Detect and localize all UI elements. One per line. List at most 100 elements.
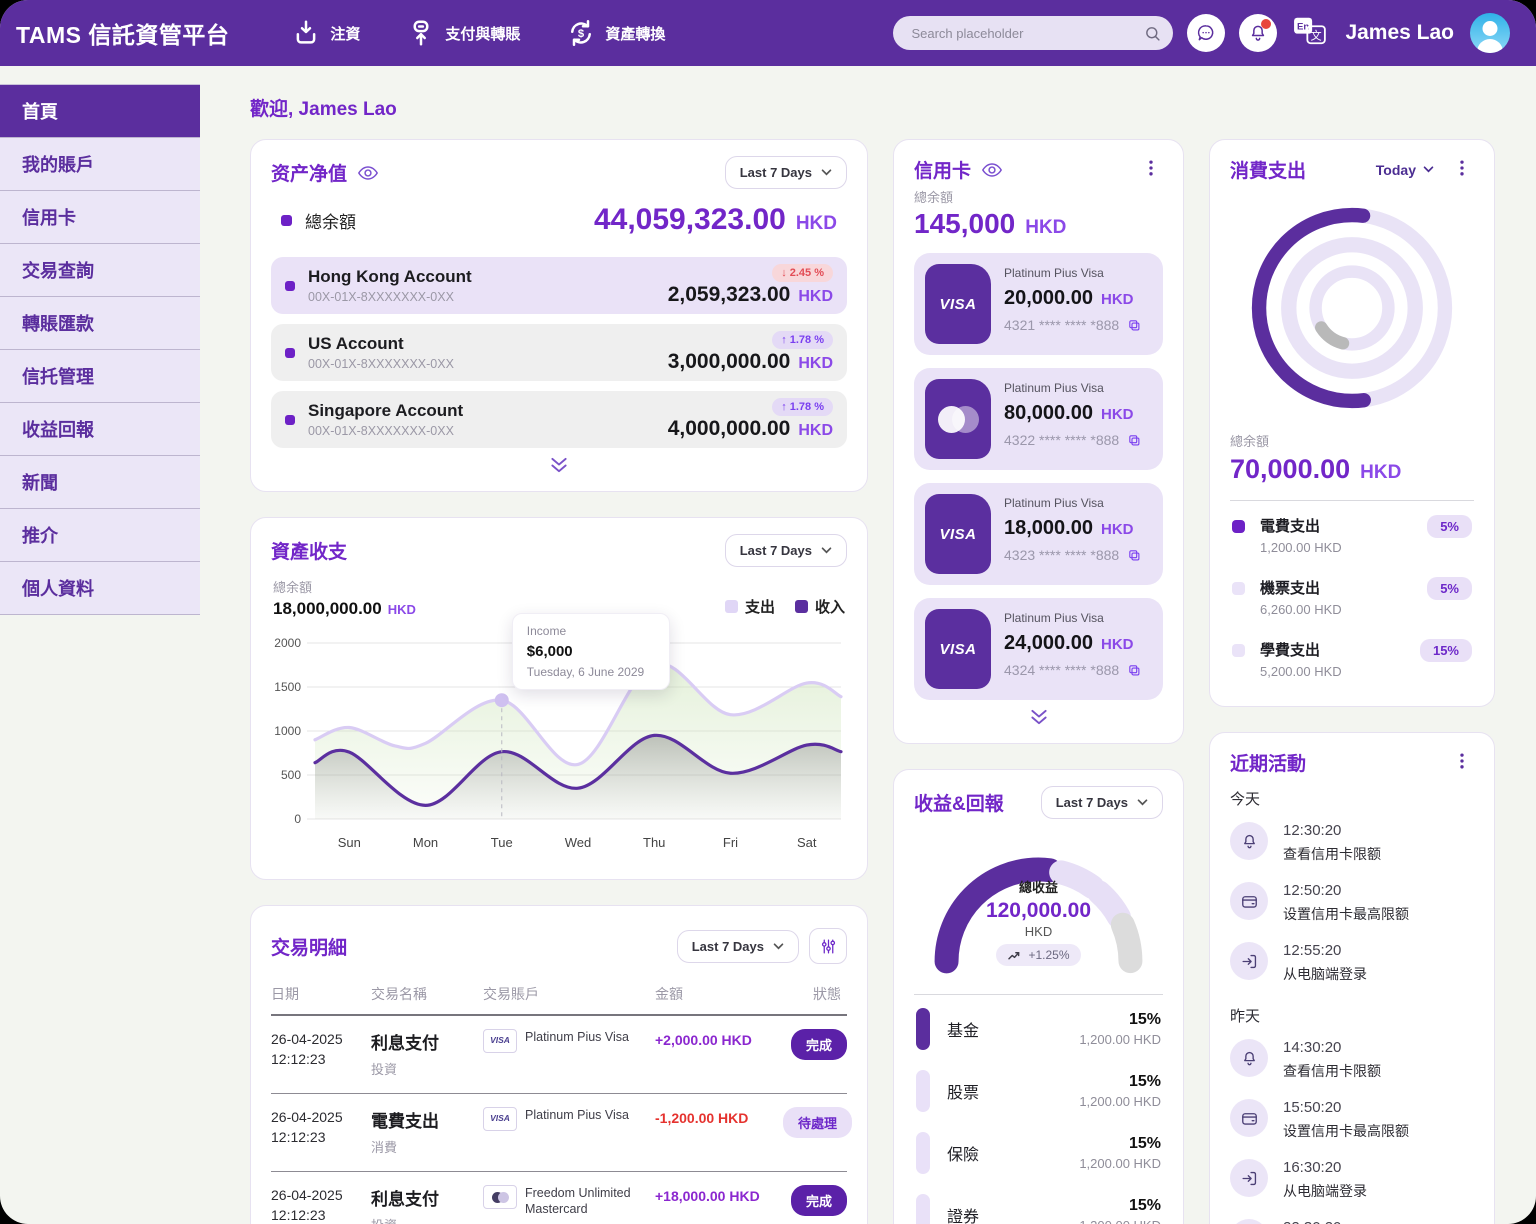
spending-menu-button[interactable] <box>1450 156 1474 183</box>
card-amount: 20,000.00 <box>1004 287 1093 309</box>
copy-icon[interactable] <box>1127 318 1142 333</box>
expand-accounts-button[interactable] <box>271 456 847 475</box>
returns-period-dropdown[interactable]: Last 7 Days <box>1040 786 1163 819</box>
change-badge: 2.45 % <box>772 264 833 282</box>
category-label: 股票 <box>947 1085 980 1102</box>
expand-cards-button[interactable] <box>914 708 1163 727</box>
currency-label: HKD <box>1024 924 1053 939</box>
credit-card-item[interactable]: VISA Platinum Pius Visa 18,000.00 HKD <box>914 483 1163 585</box>
transactions-period-dropdown[interactable]: Last 7 Days <box>676 929 799 963</box>
sidebar-item[interactable]: 信托管理 <box>0 350 200 403</box>
top-nav-item[interactable]: 支付與轉賬 <box>406 18 520 48</box>
search-input[interactable] <box>909 24 1145 42</box>
category-percent: 15% <box>1128 1197 1161 1214</box>
eye-icon[interactable] <box>981 159 1003 181</box>
activity-text: 查看信用卡限额 <box>1283 1063 1381 1079</box>
spending-period-dropdown[interactable]: Today <box>1370 161 1440 179</box>
expense-amount: 5,200.00 HKD <box>1260 664 1342 679</box>
copy-icon[interactable] <box>1127 663 1142 678</box>
credit-card-item[interactable]: VISA Platinum Pius Visa 24,000.00 HKD <box>914 598 1163 700</box>
transactions-card: 交易明細 Last 7 Days <box>250 905 868 1224</box>
activity-item: 22:30:20 从电脑端登录 <box>1230 1210 1474 1224</box>
sidebar-item[interactable]: 轉賬匯款 <box>0 297 200 350</box>
svg-text:En: En <box>1297 21 1309 32</box>
currency-label: HKD <box>798 355 833 372</box>
sidebar: 首頁 我的賬戶 信用卡 交易查詢 轉賬匯款 信托管 <box>0 84 200 615</box>
account-row[interactable]: Hong Kong Account 00X-01X-8XXXXXXX-0XX 2… <box>271 257 847 314</box>
expense-amount: 1,200.00 HKD <box>1260 540 1342 555</box>
returns-list: 基金 15% 1,200.00 HKD 股票 <box>914 998 1163 1224</box>
transaction-account: Platinum Pius Visa <box>525 1030 629 1044</box>
svg-text:Fri: Fri <box>723 835 738 850</box>
top-header: TAMS 信託資管平台 注資 <box>0 0 1536 66</box>
top-nav-item[interactable]: $ 資產轉換 <box>566 18 665 48</box>
net-assets-period-dropdown[interactable]: Last 7 Days <box>724 156 847 189</box>
card-name: Platinum Pius Visa <box>1004 381 1104 395</box>
activity-icon-circle <box>1230 1159 1268 1197</box>
credit-card-item[interactable]: VISA Platinum Pius Visa 20,000.00 HKD <box>914 253 1163 355</box>
table-row[interactable]: 26-04-2025 12:12:23 電費支出 消費 VISA <box>271 1094 853 1172</box>
category-percent: 15% <box>1128 1135 1161 1152</box>
copy-icon[interactable] <box>1127 548 1142 563</box>
category-color-bar <box>916 1194 930 1224</box>
returns-card: 收益&回報 Last 7 Days 總收益 120,000.00 <box>893 769 1184 1224</box>
kebab-icon <box>1149 160 1153 176</box>
sidebar-item[interactable]: 信用卡 <box>0 191 200 244</box>
account-row[interactable]: Singapore Account 00X-01X-8XXXXXXX-0XX 1… <box>271 391 847 448</box>
credit-card-item[interactable]: Platinum Pius Visa 80,000.00 HKD 4322 **… <box>914 368 1163 470</box>
account-number: 00X-01X-8XXXXXXX-0XX <box>308 357 454 371</box>
chevron-down-icon <box>773 942 784 949</box>
spending-total-value: 70,000.00 <box>1230 454 1351 484</box>
activity-card: 近期活動 今天 <box>1209 732 1495 1224</box>
eye-icon[interactable] <box>357 162 379 184</box>
notifications-button[interactable] <box>1239 14 1278 52</box>
sidebar-item-label: 收益回報 <box>22 420 94 440</box>
svg-text:1500: 1500 <box>274 680 301 694</box>
search-box[interactable] <box>893 16 1174 50</box>
account-name: Singapore Account <box>308 401 464 420</box>
sidebar-item[interactable]: 新聞 <box>0 456 200 509</box>
returns-title: 收益&回報 <box>914 794 1004 815</box>
sidebar-item[interactable]: 推介 <box>0 509 200 562</box>
sidebar-item[interactable]: 交易查詢 <box>0 244 200 297</box>
credit-cards-menu-button[interactable] <box>1139 156 1163 183</box>
card-name: Platinum Pius Visa <box>1004 611 1104 625</box>
chat-icon <box>1198 25 1214 41</box>
svg-text:Wed: Wed <box>565 835 592 850</box>
transaction-account: Freedom Unlimited Mastercard <box>525 1186 631 1217</box>
copy-icon[interactable] <box>1127 433 1142 448</box>
sidebar-item-label: 個人資料 <box>22 579 94 599</box>
language-button[interactable]: En 文 <box>1293 16 1327 51</box>
legend-label: 支出 <box>744 599 775 616</box>
sidebar-item-label: 信用卡 <box>22 208 76 228</box>
expense-label: 電費支出 <box>1260 518 1321 535</box>
account-row[interactable]: US Account 00X-01X-8XXXXXXX-0XX 1.78 % 3… <box>271 324 847 381</box>
filter-button[interactable] <box>809 928 847 964</box>
spending-card: 消費支出 Today 總余額 70,000.00 <box>1209 139 1495 707</box>
category-label: 基金 <box>947 1023 980 1040</box>
table-row[interactable]: 26-04-2025 12:12:23 利息支付 投資 VISA <box>271 1016 847 1094</box>
bell-icon <box>1243 1051 1255 1065</box>
kebab-icon <box>1460 160 1464 176</box>
category-color-swatch <box>1232 582 1245 595</box>
card-amount: 18,000.00 <box>1004 517 1093 539</box>
bullet-icon <box>285 280 295 291</box>
avatar[interactable] <box>1470 13 1510 53</box>
activity-icon-circle <box>1230 822 1268 860</box>
sidebar-item[interactable]: 我的賬戶 <box>0 138 200 191</box>
category-amount: 1,200.00 HKD <box>1079 1094 1161 1109</box>
category-color-swatch <box>1232 644 1245 657</box>
total-balance-value: 44,059,323.00 <box>593 203 786 236</box>
card-number: 4323 **** **** *888 <box>1004 547 1120 563</box>
income-expense-period-dropdown[interactable]: Last 7 Days <box>724 534 847 567</box>
activity-menu-button[interactable] <box>1450 749 1474 776</box>
top-nav-item[interactable]: 注資 <box>291 18 360 48</box>
chat-button[interactable] <box>1187 14 1226 52</box>
sidebar-item[interactable]: 首頁 <box>0 85 200 138</box>
kebab-icon <box>1460 753 1464 769</box>
sidebar-item[interactable]: 個人資料 <box>0 562 200 615</box>
activity-icon-circle <box>1230 882 1268 920</box>
sidebar-item[interactable]: 收益回報 <box>0 403 200 456</box>
